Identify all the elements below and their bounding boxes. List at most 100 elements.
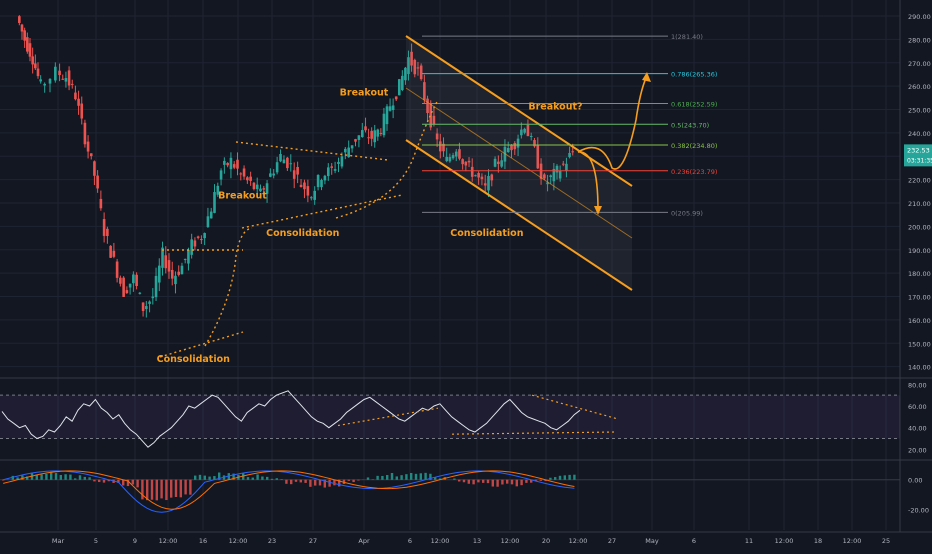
candle-body[interactable] [361,130,364,137]
candle-body[interactable] [383,114,386,135]
candle-body[interactable] [158,266,161,283]
candle-body[interactable] [58,71,61,75]
candle-body[interactable] [197,236,200,237]
candle-body[interactable] [296,167,299,175]
candle-body[interactable] [334,169,337,171]
candle-body[interactable] [327,167,330,176]
candle-body[interactable] [386,106,389,124]
candle-body[interactable] [139,293,142,294]
candle-body[interactable] [246,177,249,180]
candle-body[interactable] [113,251,116,257]
candle-body[interactable] [320,180,323,187]
candle-body[interactable] [289,163,292,164]
candle-body[interactable] [184,259,187,260]
candle-body[interactable] [126,290,129,293]
candle-body[interactable] [43,84,46,86]
candle-body[interactable] [377,130,380,137]
candle-body[interactable] [49,79,52,84]
candle-body[interactable] [93,161,96,175]
candle-body[interactable] [213,192,216,213]
candle-body[interactable] [207,216,210,227]
candle-body[interactable] [307,186,310,195]
candle-body[interactable] [324,176,327,181]
candle-body[interactable] [65,78,68,82]
candle-body[interactable] [122,278,125,297]
candle-body[interactable] [236,160,239,169]
candle-body[interactable] [351,145,354,148]
candle-body[interactable] [269,173,272,176]
candle-body[interactable] [389,106,392,110]
candle-body[interactable] [370,131,373,139]
candle-body[interactable] [103,219,106,236]
candle-body[interactable] [129,284,132,288]
candle-body[interactable] [80,104,83,119]
candle-body[interactable] [317,175,320,187]
candle-body[interactable] [152,297,155,299]
candle-body[interactable] [223,161,226,165]
candle-body[interactable] [187,250,190,264]
candle-body[interactable] [177,272,180,275]
candle-body[interactable] [253,183,256,189]
candle-body[interactable] [71,84,74,85]
candle-body[interactable] [226,163,229,165]
candle-body[interactable] [142,302,145,310]
candle-body[interactable] [31,56,34,64]
candle-body[interactable] [380,133,383,134]
candle-body[interactable] [344,149,347,152]
candle-body[interactable] [249,177,252,181]
candle-body[interactable] [230,158,233,169]
candle-body[interactable] [77,99,80,106]
candle-body[interactable] [276,162,279,172]
candle-body[interactable] [96,176,99,189]
candle-body[interactable] [203,233,206,238]
candle-body[interactable] [90,153,93,156]
candle-body[interactable] [341,156,344,166]
candle-body[interactable] [330,166,333,168]
candle-body[interactable] [148,302,151,304]
candle-body[interactable] [61,79,64,80]
candle-body[interactable] [87,142,90,152]
candle-body[interactable] [210,212,213,219]
candle-body[interactable] [54,67,57,81]
candle-body[interactable] [256,185,259,190]
candle-body[interactable] [174,276,177,284]
candle-body[interactable] [29,43,32,56]
candle-body[interactable] [194,240,197,246]
candle-body[interactable] [367,137,370,138]
candle-body[interactable] [132,274,135,283]
candle-body[interactable] [392,105,395,110]
candle-body[interactable] [300,185,303,187]
candle-body[interactable] [398,79,401,95]
candle-body[interactable] [272,174,275,176]
candle-body[interactable] [145,306,148,309]
candle-body[interactable] [109,246,112,258]
candle-body[interactable] [358,135,361,140]
candle-body[interactable] [18,16,21,23]
candle-body[interactable] [21,25,24,32]
candle-body[interactable] [395,96,398,99]
candle-body[interactable] [155,276,158,297]
candle-body[interactable] [313,191,316,200]
candle-body[interactable] [26,37,29,51]
candle-body[interactable] [354,139,357,142]
candle-body[interactable] [171,270,174,279]
candle-body[interactable] [347,148,350,158]
candle-body[interactable] [37,69,40,77]
candle-body[interactable] [286,158,289,168]
candle-body[interactable] [164,255,167,268]
candle-body[interactable] [401,76,404,90]
candle-body[interactable] [233,164,236,168]
candle-body[interactable] [135,275,138,286]
candle-body[interactable] [23,30,26,40]
candle-body[interactable] [74,93,77,100]
candle-body[interactable] [239,173,242,174]
candle-body[interactable] [337,162,340,164]
candle-body[interactable] [39,79,42,81]
candle-body[interactable] [119,278,122,284]
candle-body[interactable] [293,170,296,179]
candle-body[interactable] [243,169,246,177]
candle-body[interactable] [34,63,37,68]
candle-body[interactable] [181,266,184,274]
